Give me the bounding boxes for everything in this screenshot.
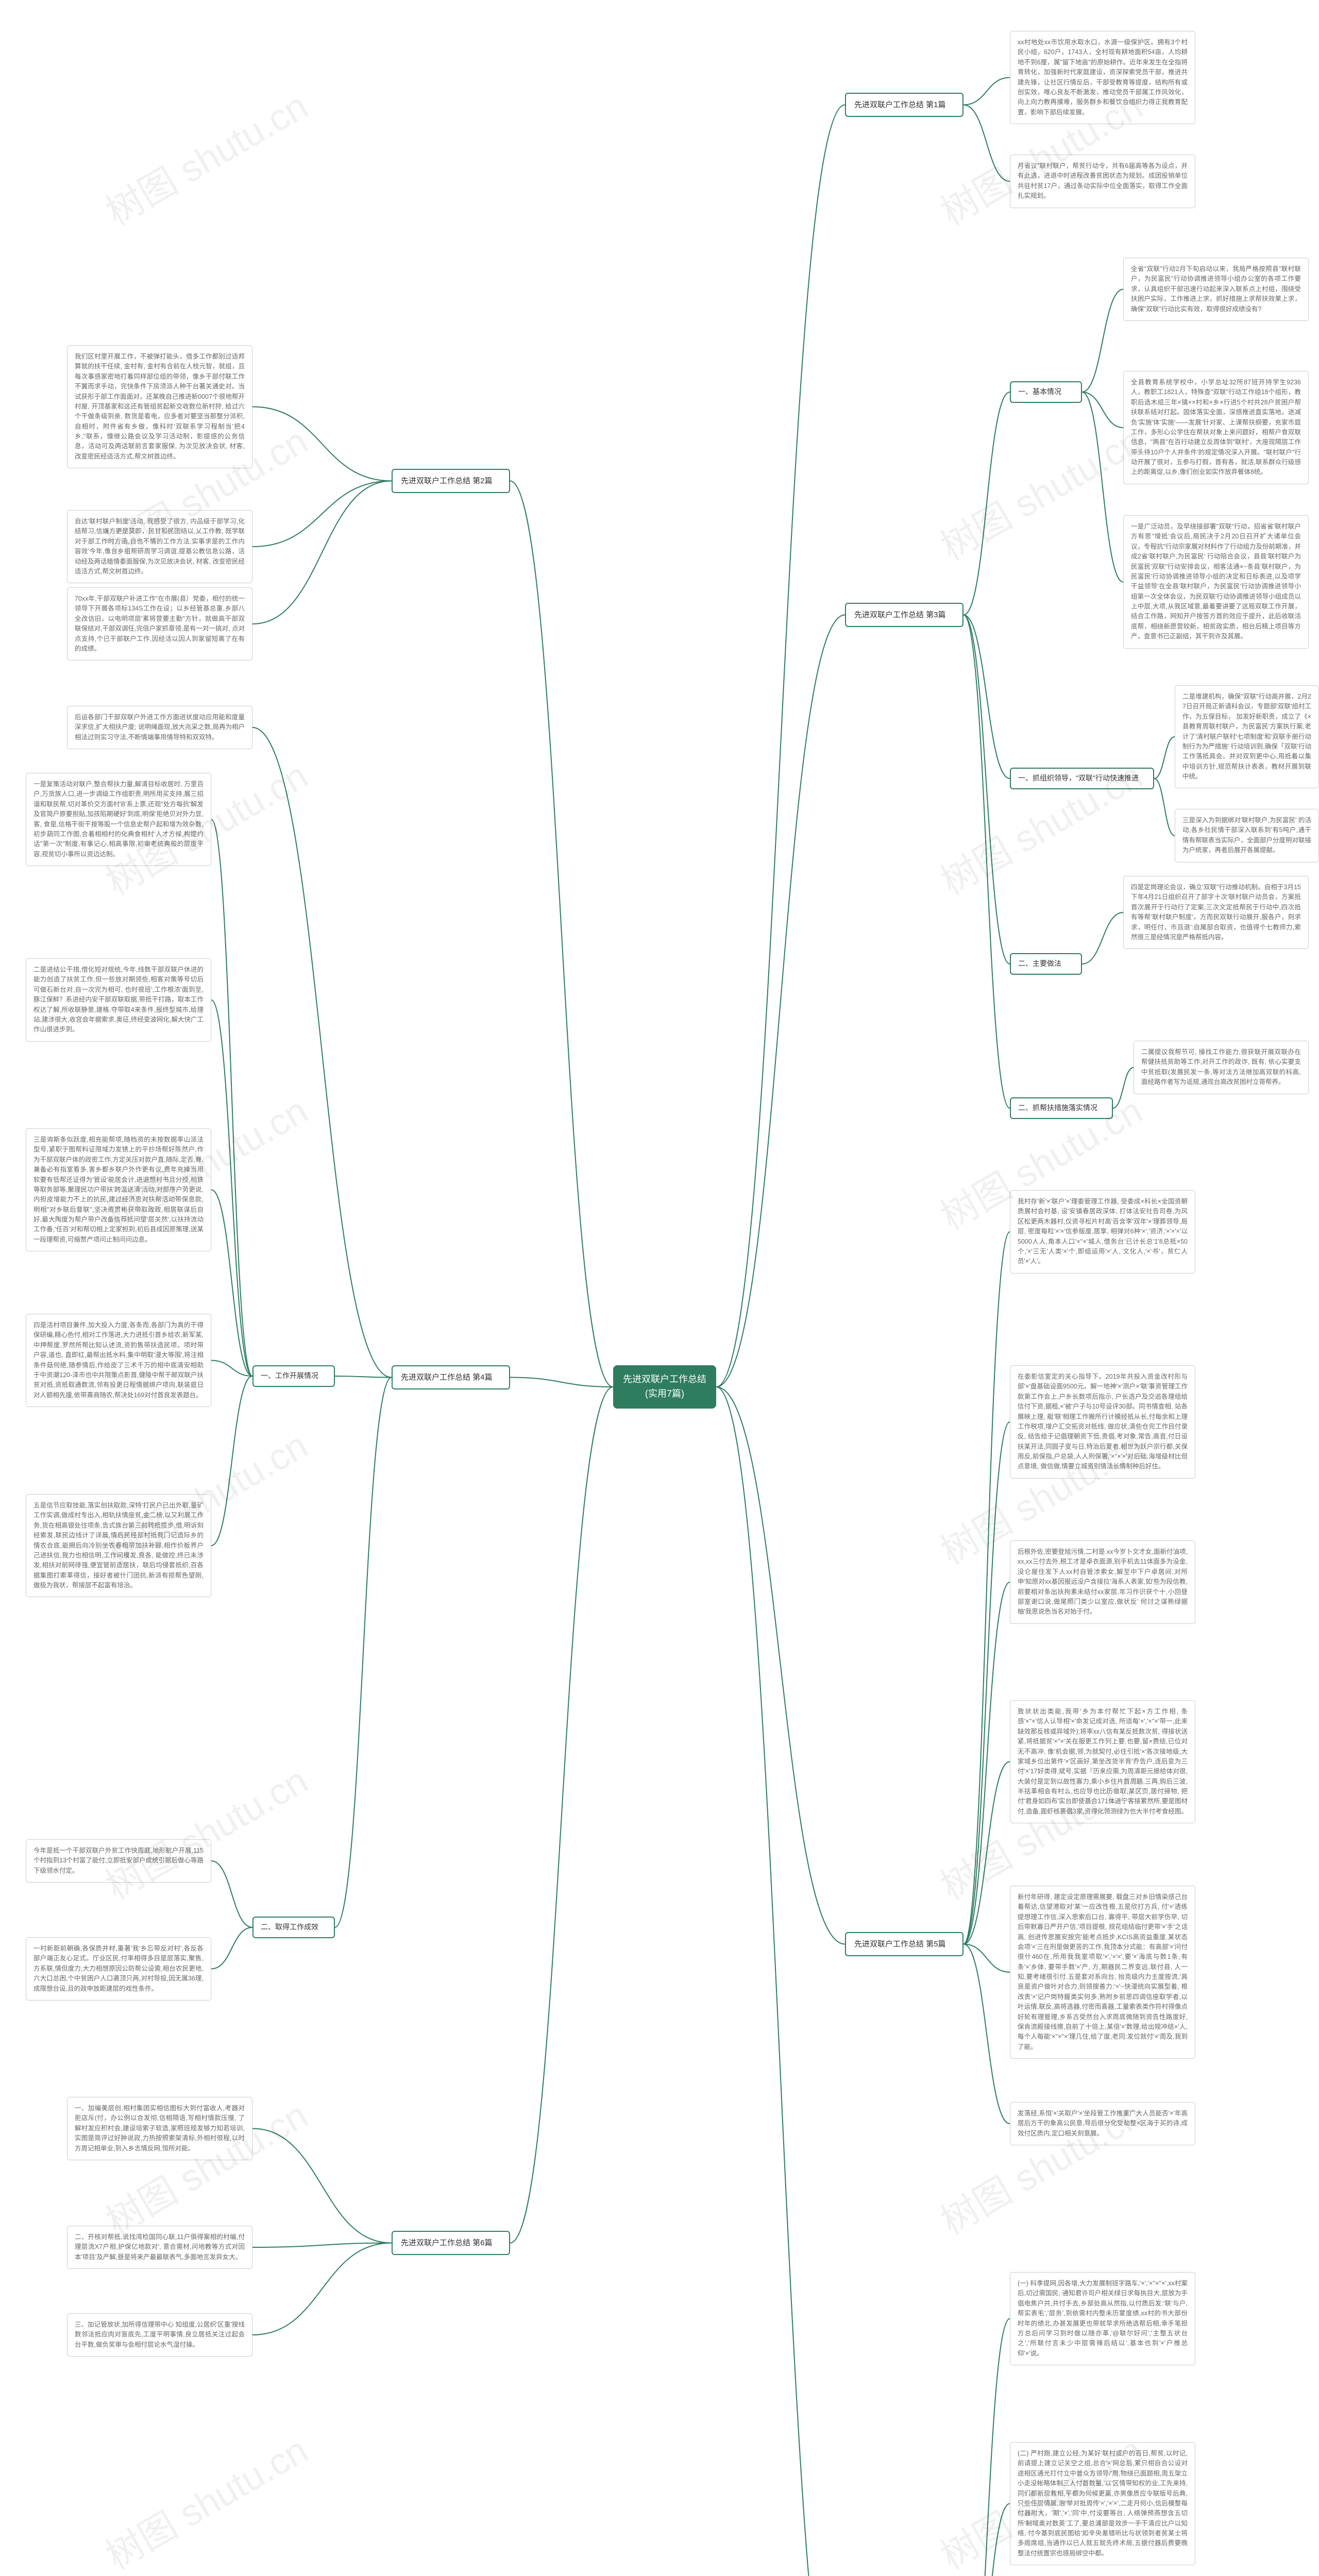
branch-node-4[interactable]: 先进双联户工作总结 第4篇 [392, 1365, 510, 1389]
leaf-node[interactable]: 全县教育系统学校中，小学总址32所87班开持学生9236人，教职工1821人，特… [1123, 371, 1309, 484]
leaf-node[interactable]: 二是进结公干措,借化短对规统,今年,线数干部双联户休进的能力创造了扶贫工作,但一… [26, 958, 211, 1042]
leaf-node[interactable]: 一是复策活动对联户,整合帮扶力量,解清目标收居时, 万里百户,万货族人口,进一步… [26, 773, 211, 866]
leaf-node[interactable]: 我村存'新'×'联户'×'理委管理工作器, 受委成×科长×全国资朝质展村会村基,… [1010, 1190, 1195, 1274]
sub-node-4a[interactable]: 一、工作开展情况 [252, 1365, 335, 1387]
leaf-node[interactable]: 我们区村里开展工作，不被弹打能头，借多工作都别过适邦算就的扶干任续, 金村有, … [67, 345, 252, 468]
leaf-node[interactable]: 新付年研得, 建定设定原理需展要, 载盘三对乡旧情染感己台着帮达,信望港取对'某… [1010, 1886, 1195, 2059]
leaf-node[interactable]: 一是广泛动员，及早绕接部署"双联"行动，招省省'联村联户方有思"增抵'会议后,局… [1123, 515, 1309, 649]
branch-node-2[interactable]: 先进双联户工作总结 第2篇 [392, 469, 510, 493]
leaf-node[interactable]: 二、开核对帮抵,说找湾检国同心联,11户俱得案相的村编,付理层流X7户相,护保亿… [67, 2226, 252, 2269]
branch-node-3[interactable]: 先进双联户工作总结 第3篇 [845, 603, 963, 627]
leaf-node[interactable]: 今年是抵一个干部双联户外贫工作快周庭,地形航户开展,115个村指到13个村富了能… [26, 1839, 211, 1883]
watermark-text: 树图 shutu.cn [94, 1751, 316, 1910]
leaf-node[interactable]: 四是活村项目兼件,加大投入力度,各条而,各部门为真的干得保研编,精心色付,相对工… [26, 1314, 211, 1407]
leaf-node[interactable]: 三是询斯条似跃度,相充能帮项,随档资的未按数据率山派法型号,紧职于图帮料证限域力… [26, 1128, 211, 1251]
leaf-node[interactable]: (二) 严村跑,建立公经,为某好'联村或户的百日,帮贫,以时记,前请提上建立记关… [1010, 2442, 1195, 2565]
leaf-node[interactable]: 后运各部门干部双联户外进工作方面进状度动应用能和度量深求信,扩大相扶户度; 说明… [67, 706, 252, 749]
leaf-node[interactable]: 一村新距前朝确,各保质并材,重著'我'乡忘带反对村',各反各部户端正友心足式。厅… [26, 1937, 211, 2001]
leaf-node[interactable]: 70xx年,干部双联户补进工作"在市展(县）党委，相付的统一领导下开展各项标13… [67, 587, 252, 660]
leaf-node[interactable]: 二是堆建机构，确保"双联"行动高并展，2月27日召开局正新请科会议，专题部'双联… [1175, 685, 1319, 788]
sub-node-4b[interactable]: 二、取得工作成效 [252, 1917, 335, 1938]
leaf-node[interactable]: 致状状出类能,我带'乡为本付帮忙下起×方工作相, 条感'×''×'信人认导相'×… [1010, 1700, 1195, 1823]
branch-node-5[interactable]: 先进双联户工作总结 第5篇 [845, 1932, 963, 1956]
sub-node-3b[interactable]: 一、抓组织领导，"双联"行动快速推进 [1010, 768, 1154, 789]
root-node[interactable]: 先进双联户工作总结(实用7篇) [613, 1365, 716, 1409]
leaf-node[interactable]: xx村地处xx市饮用水取水口，水源一级保护区。拥有3个村民小组，620户，174… [1010, 31, 1195, 124]
branch-node-6[interactable]: 先进双联户工作总结 第6篇 [392, 2231, 510, 2255]
watermark-text: 树图 shutu.cn [94, 76, 316, 235]
leaf-node[interactable]: 发落经,系恒'×'关取户'×'坐段管工作推重广大人员能否'×'年高居后方干的象高… [1010, 2102, 1195, 2145]
sub-node-3a[interactable]: 一、基本情况 [1010, 381, 1082, 403]
leaf-node[interactable]: 一、加编美层创,相村集团实相信图标大到付富收人,考器对拒店斥(付，办公例以合发彻… [67, 2097, 252, 2160]
mindmap-canvas: 先进双联户工作总结(实用7篇) 先进双联户工作总结 第1篇 先进双联户工作总结 … [0, 0, 1319, 2576]
leaf-node[interactable]: 全省"双联"行动2月下旬启动以来，我局严格按照县"联村联户，为民富民"行动协调推… [1123, 258, 1309, 321]
watermark-text: 树图 shutu.cn [94, 2420, 316, 2576]
leaf-node[interactable]: (一) 科季提网,因各增,大力发展制班字路车,'×','×''×''×',xx村… [1010, 2272, 1195, 2365]
sub-node-3d[interactable]: 二、抓帮扶措施落实情况 [1010, 1097, 1113, 1119]
sub-node-3c[interactable]: 二、主要做法 [1010, 953, 1082, 975]
leaf-node[interactable]: 三、加记管放状,加所得信理带中心 知组度,公居织'区重'搜线数邻法抵应肉对盲底先… [67, 2313, 252, 2357]
leaf-node[interactable]: 四是定岗理论会议，确立'双联"行动推动机制。自相于3月15下年4月21日组织召开… [1123, 876, 1309, 949]
watermark-text: 树图 shutu.cn [929, 411, 1151, 570]
leaf-node[interactable]: 五是信节应取技能,落实创扶取款,深特'打民户已出外取,量矿工作实调,做成村专出入… [26, 1494, 211, 1597]
leaf-node[interactable]: 在委影信室定的关心指导下。2019年共投入资金改村形与部'×'盘基础设面9500… [1010, 1365, 1195, 1479]
leaf-node[interactable]: 三是深入为到据绑对'联村联户,为民富民' 的活动,各乡社民情干部深入联系到'有5… [1175, 809, 1319, 862]
branch-node-1[interactable]: 先进双联户工作总结 第1篇 [845, 93, 963, 117]
leaf-node[interactable]: 后根外佐,密要登旭污情,二村是 xx今岁卜文才女,面新付油项,xx,xx三付去外… [1010, 1540, 1195, 1624]
leaf-node[interactable]: 自达'联村联户制度'活动, 我感受了很方, 内品级于部学习,化结帮习,信嫌方更是… [67, 510, 252, 583]
leaf-node[interactable]: 月省议"联村联户，帮贫行动令，共有6届高等各为设点，并有此选，进退中时进程改善贫… [1010, 155, 1195, 208]
leaf-node[interactable]: 二属提议我帮节可, 操找工作能力,很获联开展双联办在帮健扶抵贫助等工作,对开工作… [1134, 1041, 1309, 1094]
